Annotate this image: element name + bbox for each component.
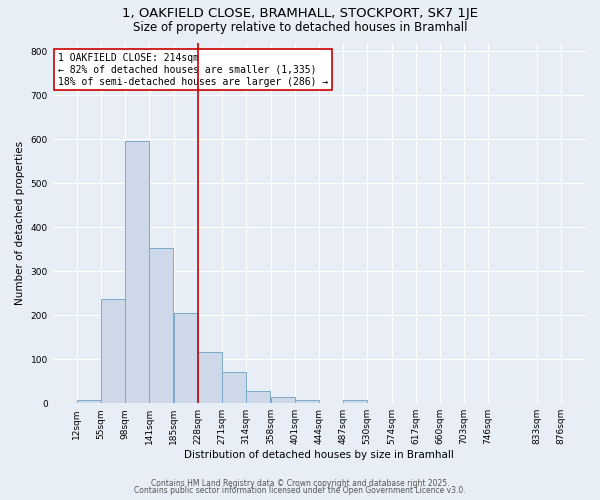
- Bar: [295, 400, 319, 403]
- Text: Contains public sector information licensed under the Open Government Licence v3: Contains public sector information licen…: [134, 486, 466, 495]
- Bar: [149, 248, 173, 403]
- Text: 1, OAKFIELD CLOSE, BRAMHALL, STOCKPORT, SK7 1JE: 1, OAKFIELD CLOSE, BRAMHALL, STOCKPORT, …: [122, 8, 478, 20]
- Bar: [198, 352, 222, 403]
- Bar: [222, 372, 246, 403]
- Bar: [77, 400, 101, 403]
- Bar: [125, 142, 149, 403]
- Bar: [343, 400, 367, 403]
- Bar: [101, 298, 125, 403]
- Bar: [174, 312, 198, 403]
- Bar: [246, 392, 270, 403]
- Y-axis label: Number of detached properties: Number of detached properties: [15, 141, 25, 305]
- Bar: [271, 397, 295, 403]
- Text: 1 OAKFIELD CLOSE: 214sqm
← 82% of detached houses are smaller (1,335)
18% of sem: 1 OAKFIELD CLOSE: 214sqm ← 82% of detach…: [58, 54, 328, 86]
- Text: Contains HM Land Registry data © Crown copyright and database right 2025.: Contains HM Land Registry data © Crown c…: [151, 478, 449, 488]
- X-axis label: Distribution of detached houses by size in Bramhall: Distribution of detached houses by size …: [184, 450, 454, 460]
- Text: Size of property relative to detached houses in Bramhall: Size of property relative to detached ho…: [133, 21, 467, 34]
